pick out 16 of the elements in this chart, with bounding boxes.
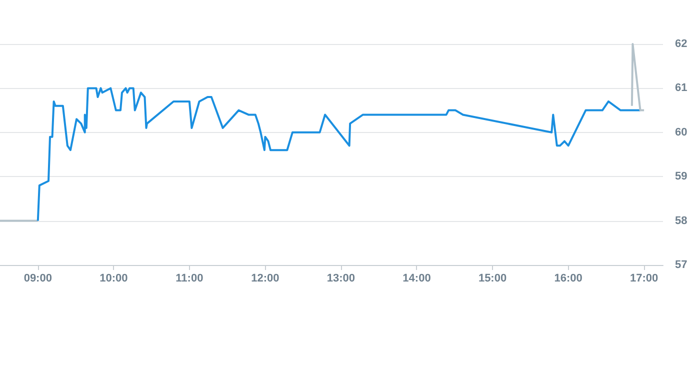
x-tick-label: 12:00 [251, 272, 280, 284]
y-tick-label: 57 [675, 259, 688, 271]
y-tick-label: 61 [675, 82, 688, 94]
line-series [36, 87, 642, 222]
x-tick-label: 17:00 [630, 272, 658, 284]
y-tick-label: 60 [675, 126, 688, 138]
y-tick-label: 58 [675, 214, 688, 227]
x-tick-label: 09:00 [24, 272, 52, 284]
x-tick-label: 10:00 [100, 272, 128, 284]
x-tick-label: 16:00 [554, 272, 582, 284]
x-tick-label: 13:00 [326, 272, 356, 284]
x-tick-label: 11:00 [176, 272, 204, 284]
y-tick-label: 62 [675, 38, 688, 50]
x-tick-label: 14:00 [402, 272, 431, 284]
y-tick-label: 59 [675, 170, 688, 183]
x-tick-label: 15:00 [478, 272, 507, 284]
